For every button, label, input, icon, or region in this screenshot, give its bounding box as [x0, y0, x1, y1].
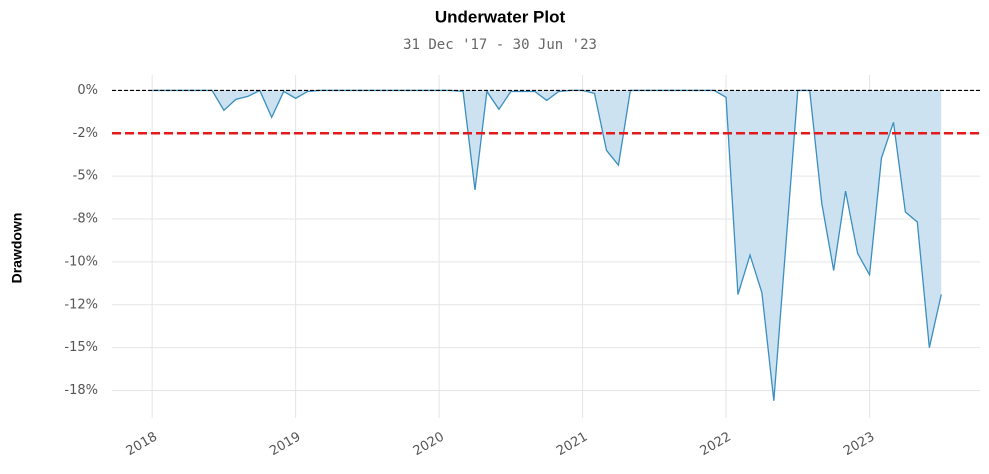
y-tick-label: -18%: [64, 383, 98, 398]
y-tick-label: 0%: [77, 83, 98, 98]
y-tick-label: -5%: [73, 169, 98, 184]
x-tick-label: 2022: [698, 430, 734, 460]
x-tick-label: 2023: [841, 430, 877, 460]
x-tick-label: 2021: [554, 430, 590, 460]
y-tick-label: -12%: [64, 297, 98, 312]
y-tick-label: -8%: [73, 212, 98, 227]
chart-subtitle: 31 Dec '17 - 30 Jun '23: [403, 37, 597, 53]
y-axis-label: Drawdown: [9, 213, 25, 284]
y-tick-label: -15%: [64, 340, 98, 355]
y-tick-label: -10%: [64, 254, 98, 269]
area-fill: [152, 90, 942, 401]
y-tick-label: -2%: [73, 126, 98, 141]
x-tick-label: 2020: [411, 430, 447, 460]
chart-title: Underwater Plot: [435, 7, 566, 26]
x-tick-label: 2018: [124, 430, 160, 460]
x-tick-label: 2019: [267, 430, 303, 460]
